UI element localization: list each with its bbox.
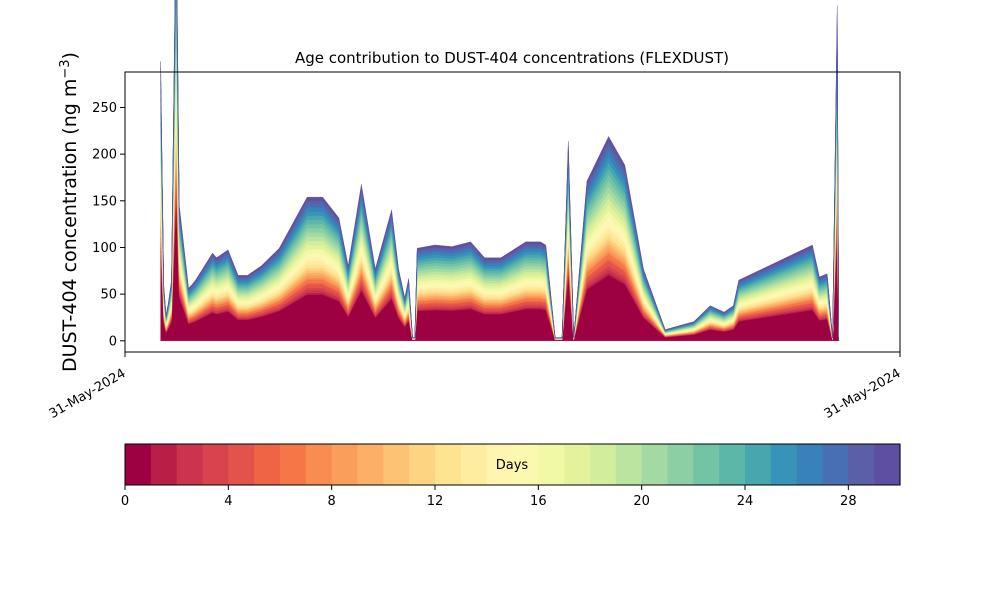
colorbar: Days 0 4 8 12 16 20 24 28	[121, 443, 901, 509]
colorbar-tick-label: 12	[427, 494, 444, 509]
y-axis-label: DUST-404 concentration (ng m−3)	[58, 52, 82, 372]
colorbar-bin-13	[460, 444, 488, 485]
colorbar-bin-8	[331, 444, 359, 485]
colorbar-bin-10	[383, 444, 410, 485]
colorbar-bins	[125, 444, 901, 485]
colorbar-bin-11	[409, 444, 436, 485]
colorbar-bin-25	[770, 444, 798, 485]
colorbar-label: Days	[496, 458, 529, 473]
colorbar-tick-label: 0	[121, 494, 129, 509]
colorbar-tick-label: 20	[633, 494, 650, 509]
colorbar-bin-17	[564, 444, 591, 485]
y-tick-label: 50	[100, 288, 117, 303]
colorbar-bin-0	[125, 444, 152, 485]
y-tick-label: 100	[92, 241, 117, 256]
plot-area	[124, 0, 901, 353]
colorbar-bin-7	[305, 444, 333, 485]
colorbar-bin-22	[693, 444, 720, 485]
colorbar-tick-label: 8	[328, 494, 336, 509]
area-layer-day-29	[160, 0, 839, 341]
colorbar-bin-29	[874, 444, 901, 485]
colorbar-bin-3	[202, 444, 229, 485]
colorbar-bin-1	[150, 444, 178, 485]
y-tick-label: 250	[92, 101, 117, 116]
colorbar-bin-28	[848, 444, 875, 485]
colorbar-bin-15	[512, 444, 539, 485]
colorbar-bin-19	[615, 444, 643, 485]
colorbar-bin-9	[357, 444, 384, 485]
chart-title: Age contribution to DUST-404 concentrati…	[295, 49, 729, 67]
colorbar-bin-6	[280, 444, 307, 485]
colorbar-bin-24	[745, 444, 772, 485]
colorbar-bin-4	[228, 444, 255, 485]
y-tick-label: 0	[109, 334, 117, 349]
colorbar-tick-label: 28	[840, 494, 857, 509]
colorbar-bin-14	[486, 444, 514, 485]
colorbar-bin-27	[822, 444, 849, 485]
y-axis: 0 50 100 150 200 250	[92, 101, 125, 349]
colorbar-tick-label: 24	[737, 494, 754, 509]
colorbar-ticks: 0 4 8 12 16 20 24 28	[121, 485, 857, 509]
colorbar-frame	[124, 443, 901, 486]
colorbar-bin-21	[667, 444, 694, 485]
colorbar-bin-26	[796, 444, 824, 485]
colorbar-tick-label: 16	[530, 494, 547, 509]
colorbar-bin-12	[435, 444, 462, 485]
y-tick-label: 150	[92, 194, 117, 209]
colorbar-tick-label: 4	[224, 494, 232, 509]
colorbar-bin-18	[590, 444, 617, 485]
y-tick-label: 200	[92, 148, 117, 163]
colorbar-bin-2	[176, 444, 204, 485]
colorbar-bin-16	[538, 444, 565, 485]
stacked-area-layers	[160, 0, 839, 341]
colorbar-bin-23	[719, 444, 746, 485]
colorbar-bin-5	[254, 444, 281, 485]
colorbar-bin-20	[641, 444, 669, 485]
axes-frame	[124, 71, 901, 353]
